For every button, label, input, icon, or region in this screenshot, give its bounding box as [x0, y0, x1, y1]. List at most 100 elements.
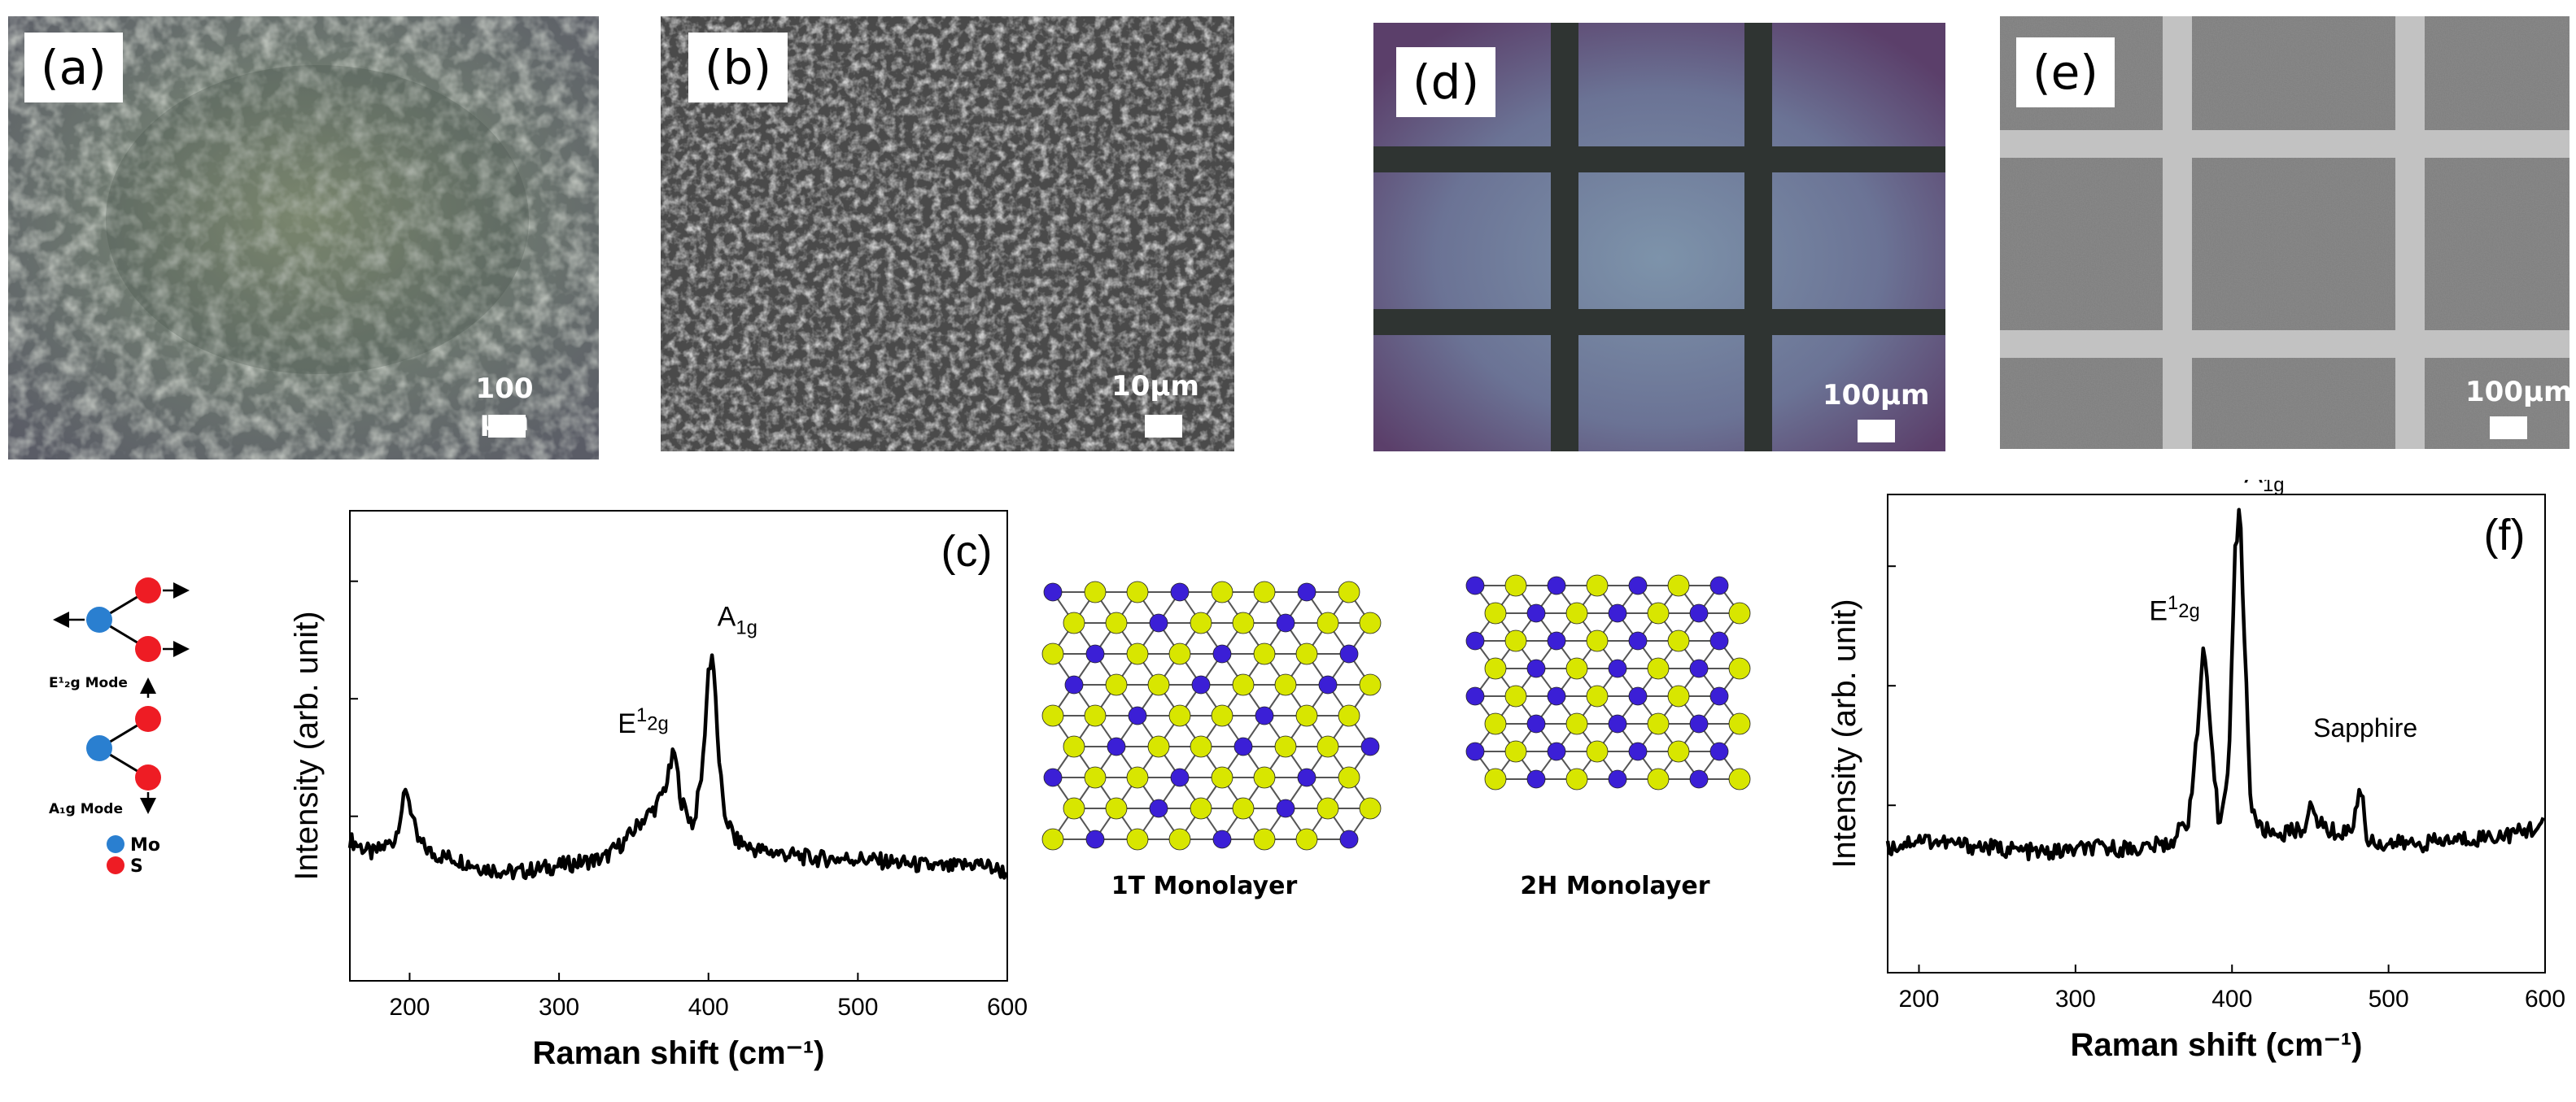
mo-atom — [1233, 737, 1253, 756]
mo-atom — [1689, 603, 1709, 623]
mo-atom — [1526, 659, 1546, 678]
mo-atom — [1043, 582, 1063, 602]
s-atom — [1105, 673, 1128, 696]
s-atom — [1484, 712, 1507, 735]
mo-atom — [1191, 675, 1211, 695]
mo-atom — [1339, 644, 1359, 664]
mo-atom — [1709, 631, 1729, 651]
mo-atom — [1170, 768, 1190, 787]
mo-atom — [1547, 576, 1566, 595]
mo-atom — [1107, 737, 1126, 756]
mo-atom — [1628, 631, 1648, 651]
plot-frame — [349, 510, 1008, 982]
s-atom — [1168, 828, 1191, 851]
panel-label-d: (d) — [1396, 47, 1496, 117]
s-atom — [1565, 602, 1588, 625]
s-atom — [1105, 612, 1128, 634]
mo-atom — [1297, 582, 1316, 602]
s-atom — [1504, 629, 1527, 652]
mo-atom — [1043, 768, 1063, 787]
s-atom — [1253, 766, 1276, 789]
structure-1t-label: 1T Monolayer — [1111, 872, 1298, 900]
peak-label: E12g — [2149, 592, 2199, 627]
panel-label: (c) — [941, 527, 993, 576]
mo-atom — [1526, 714, 1546, 734]
mo-atom — [1709, 576, 1729, 595]
s-atom — [1295, 642, 1318, 665]
panel-label: (f) — [2484, 511, 2526, 560]
mo-atom — [1689, 714, 1709, 734]
s-atom — [1484, 768, 1507, 791]
x-axis-label: Raman shift (cm⁻¹) — [2071, 1027, 2363, 1063]
panel-label-b: (b) — [688, 33, 788, 102]
s-atom — [1647, 768, 1670, 791]
s-atom — [1316, 735, 1339, 758]
peak-label: Sapphire — [2313, 713, 2417, 743]
mo-atom — [1465, 576, 1485, 595]
mo-atom — [1170, 582, 1190, 602]
s-atom — [1232, 797, 1255, 820]
s-atom — [1041, 642, 1064, 665]
x-tick-label: 500 — [837, 994, 878, 1021]
mo-atom — [1547, 742, 1566, 761]
s-atom — [1316, 612, 1339, 634]
mo-atom — [1709, 686, 1729, 706]
mo-legend-label: Mo — [130, 835, 160, 856]
x-tick-label: 500 — [2369, 986, 2409, 1013]
vibration-modes-schematic: E¹₂g Mode A₁g Mode Mo S — [41, 569, 220, 895]
mo-atom — [1608, 659, 1627, 678]
peak-label: A1g — [718, 601, 758, 638]
mo-atom — [1547, 631, 1566, 651]
mo-atom — [1628, 576, 1648, 595]
mo-atom — [1628, 686, 1648, 706]
structure-2h-monolayer: 2H Monolayer — [1452, 569, 1778, 911]
s-atom — [1295, 704, 1318, 727]
panel-label-a: (a) — [24, 33, 123, 102]
s-atom — [1565, 657, 1588, 680]
plot-frame — [1887, 494, 2546, 974]
s-atom — [1041, 704, 1064, 727]
s-atom — [1253, 581, 1276, 603]
x-axis-label: Raman shift (cm⁻¹) — [533, 1035, 825, 1071]
mo-atom — [1689, 769, 1709, 789]
x-tick-label: 300 — [539, 994, 579, 1021]
s-atom — [1586, 629, 1609, 652]
s-atom — [1041, 828, 1064, 851]
mo-legend-dot — [107, 835, 124, 853]
mo-atom — [1608, 714, 1627, 734]
mo-atom — [1526, 769, 1546, 789]
s-atom — [1211, 704, 1233, 727]
s-atom — [1274, 735, 1297, 758]
y-axis-label: Intensity (arb. unit) — [1827, 599, 1862, 868]
s-atom — [1338, 766, 1360, 789]
s-atom — [1190, 612, 1212, 634]
s-atom — [1147, 673, 1170, 696]
scale-bar-a — [488, 415, 526, 438]
mo-atom — [1276, 613, 1295, 633]
x-tick-label: 200 — [389, 994, 430, 1021]
s-atom — [1190, 797, 1212, 820]
mo-atom — [1465, 631, 1485, 651]
s-atom — [1667, 629, 1690, 652]
s-atom — [1274, 673, 1297, 696]
s-atom — [1484, 602, 1507, 625]
mo-atom — [1628, 742, 1648, 761]
s-atom — [1147, 735, 1170, 758]
s-atom — [1232, 673, 1255, 696]
s-atom — [1168, 704, 1191, 727]
mo-atom — [1255, 706, 1274, 725]
peak-label: E12g — [618, 704, 668, 739]
raman-spectrum-line — [347, 653, 1008, 881]
structure-1t-monolayer: 1T Monolayer — [1025, 569, 1383, 911]
panel-label-e: (e) — [2016, 37, 2115, 107]
s-atom — [1586, 574, 1609, 597]
s-atom — [1728, 602, 1751, 625]
s-atom — [1359, 612, 1382, 634]
x-tick-label: 400 — [2211, 986, 2252, 1013]
raman-spectrum-line — [1885, 507, 2545, 862]
e2g-mode-diagram — [53, 577, 190, 662]
s-atom — [1504, 740, 1527, 763]
mo-atom — [1608, 603, 1627, 623]
s-atom — [1728, 657, 1751, 680]
mo-atom — [1608, 769, 1627, 789]
